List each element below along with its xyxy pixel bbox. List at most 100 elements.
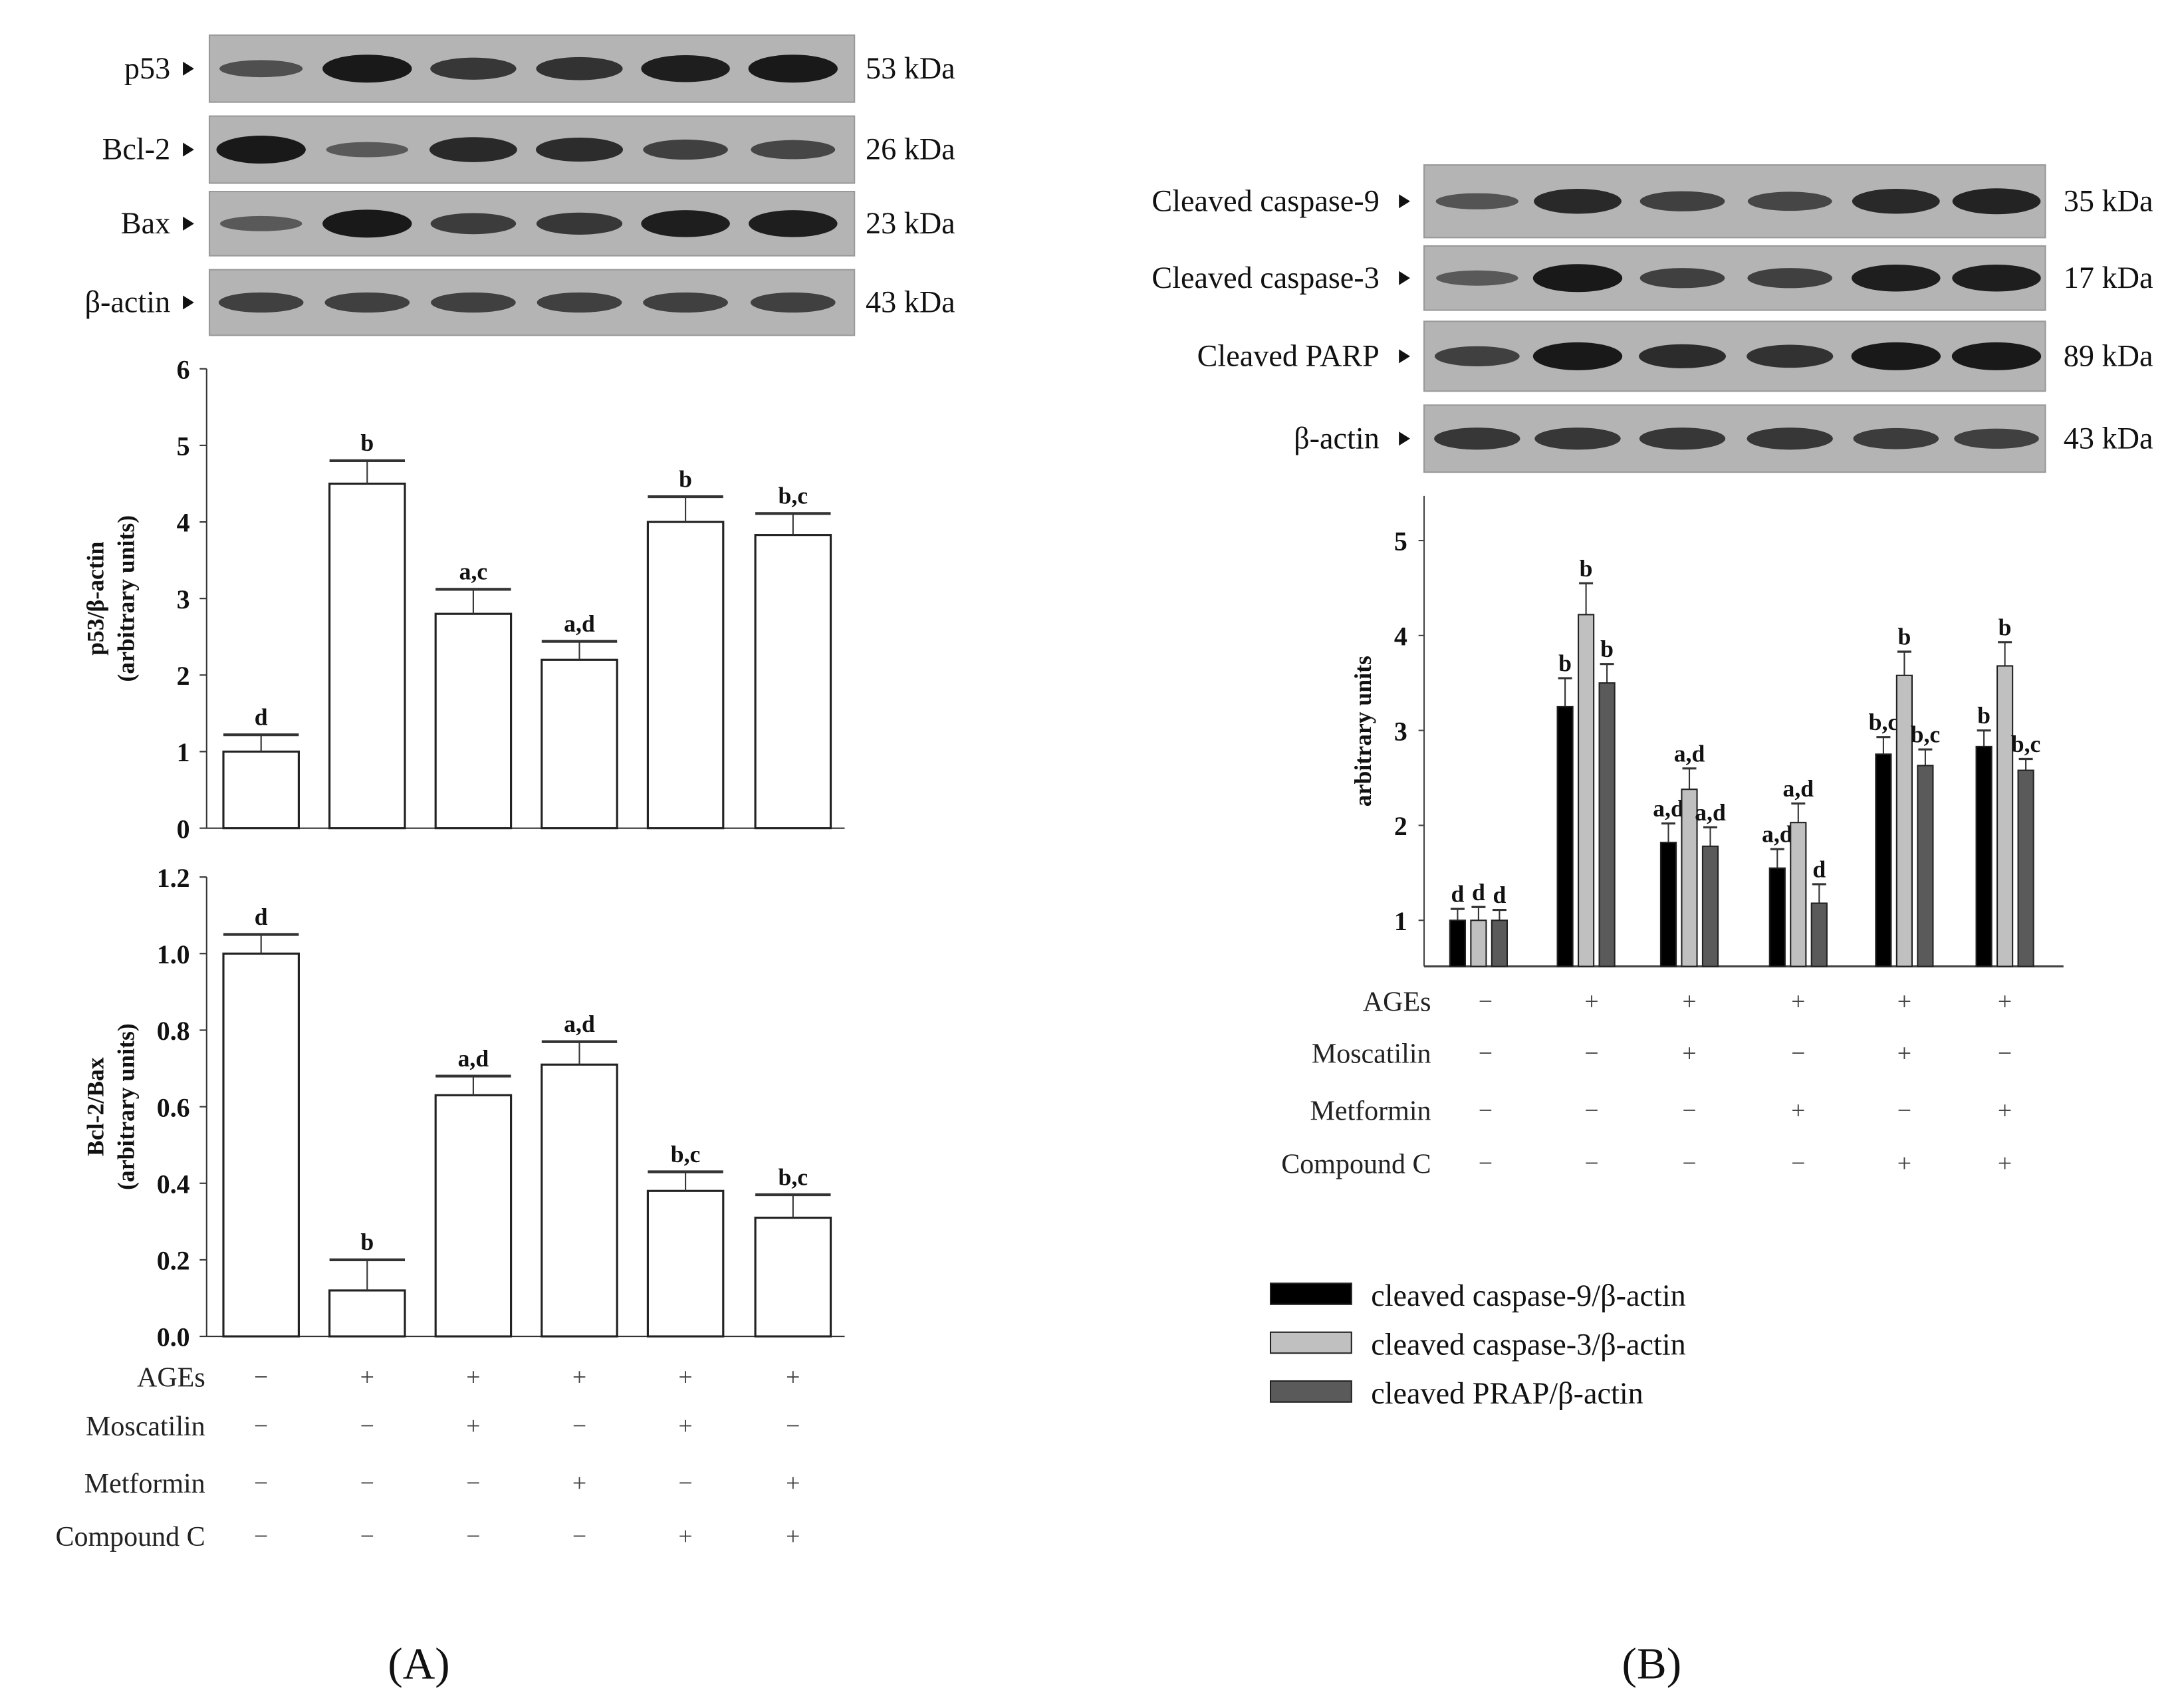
significance-label: a,d	[1674, 740, 1705, 767]
bar	[1470, 919, 1487, 967]
treatment-sign: −	[1682, 1150, 1696, 1177]
blot-band	[536, 57, 623, 80]
blot-band	[749, 210, 838, 237]
blot-band	[1852, 264, 1941, 292]
legend-label: cleaved caspase-9/β-actin	[1371, 1279, 1686, 1312]
blot-band	[641, 55, 730, 82]
y-tick-label: 5	[177, 431, 190, 461]
legend-swatch	[1269, 1282, 1352, 1305]
bar	[1598, 682, 1616, 967]
blot-band	[430, 213, 517, 235]
significance-label: d	[1812, 856, 1826, 882]
blot-strip	[1423, 404, 2046, 473]
y-tick-label: 6	[177, 354, 190, 384]
p53-bar-chart: 0 1 2 3 4 5 6 p53/β-actin (arbitrary units) d b a,c…	[82, 354, 845, 844]
blot-band	[1532, 342, 1623, 370]
treatment-sign: −	[1479, 988, 1493, 1016]
blot-strip	[1423, 164, 2046, 239]
treatment-label: AGEs	[1363, 987, 1431, 1018]
bar	[754, 534, 832, 830]
bar	[754, 1216, 832, 1338]
blot-band	[1747, 268, 1833, 289]
treatment-sign: −	[360, 1412, 374, 1440]
blot-label: Cleaved caspase-3	[1151, 261, 1379, 295]
blot-band	[1853, 427, 1939, 449]
treatment-sign: +	[572, 1364, 586, 1392]
treatment-sign: +	[1998, 1150, 2012, 1177]
y-tick-label: 0	[177, 814, 190, 844]
treatment-sign: −	[678, 1469, 692, 1497]
bar	[222, 750, 300, 830]
blot-band	[219, 215, 302, 231]
bar	[434, 612, 513, 830]
treatment-sign: −	[572, 1412, 586, 1440]
significance-label: b	[1897, 624, 1911, 650]
bar	[1681, 789, 1698, 967]
bar	[1701, 845, 1719, 967]
treatment-sign: −	[466, 1523, 480, 1550]
bar	[1491, 919, 1508, 967]
blot-band	[216, 136, 306, 164]
blot-band	[537, 292, 622, 313]
treatment-sign: −	[1584, 1150, 1598, 1177]
blot-band	[1435, 193, 1518, 209]
treatment-sign: +	[1897, 1039, 1911, 1067]
bar	[1895, 674, 1913, 967]
bar	[222, 952, 300, 1338]
treatment-sign: +	[1791, 1096, 1805, 1124]
blot-band	[1852, 188, 1940, 214]
significance-label: a,c	[459, 558, 488, 585]
blot-band	[429, 137, 517, 162]
arrow-icon	[183, 295, 194, 310]
treatment-sign: +	[466, 1364, 480, 1392]
blot-band	[1639, 191, 1725, 211]
bar	[1768, 867, 1786, 967]
blot-band	[1747, 191, 1832, 211]
treatment-sign: +	[786, 1469, 800, 1497]
treatment-sign: −	[254, 1523, 268, 1550]
significance-label: b	[1977, 702, 1991, 729]
blot-band	[1436, 270, 1518, 286]
bar	[1917, 765, 1934, 967]
treatment-label: Metformin	[84, 1469, 205, 1499]
blot-band	[1639, 268, 1725, 289]
y-tick-label: 0.2	[157, 1246, 190, 1276]
treatment-sign: +	[1682, 988, 1696, 1016]
arrow-icon	[1399, 194, 1410, 209]
blot-band	[643, 139, 728, 160]
treatment-sign: −	[1479, 1096, 1493, 1124]
y-tick-label: 0.8	[157, 1016, 190, 1046]
bar	[434, 1094, 513, 1338]
treatment-sign: +	[1998, 988, 2012, 1016]
treatment-sign: −	[1479, 1150, 1493, 1177]
treatment-label: Metformin	[1310, 1096, 1431, 1127]
treatment-label: Compound C	[1281, 1149, 1431, 1179]
blot-band	[1952, 188, 2041, 215]
western-blots-b: Cleaved caspase-9 35 kDa Cleaved caspase-3…	[1151, 164, 2153, 473]
treatment-sign: +	[1682, 1039, 1696, 1067]
significance-label: d	[1451, 881, 1464, 908]
treatment-label: AGEs	[137, 1363, 205, 1394]
blot-band	[322, 55, 412, 83]
bar	[1996, 665, 2014, 967]
kda-label: 17 kDa	[2064, 261, 2153, 295]
significance-label: b	[360, 429, 374, 456]
blot-label: Cleaved caspase-9	[1151, 183, 1379, 217]
significance-label: b,c	[2011, 731, 2041, 757]
significance-label: b	[1998, 614, 2012, 640]
y-tick-label: 1.2	[157, 863, 190, 893]
bar	[328, 482, 406, 830]
kda-label: 89 kDa	[2064, 339, 2153, 373]
arrow-icon	[1399, 349, 1410, 364]
y-tick-label: 2	[177, 661, 190, 691]
significance-label: b,c	[671, 1141, 701, 1167]
blot-strip	[208, 115, 856, 184]
blot-band	[1851, 342, 1941, 370]
blot-band	[751, 140, 836, 160]
treatment-label: Moscatilin	[1312, 1038, 1431, 1069]
arrow-icon	[183, 216, 194, 231]
y-tick-label: 4	[177, 508, 190, 538]
bar	[1578, 614, 1595, 967]
bar	[1810, 902, 1828, 967]
blot-band	[1639, 427, 1726, 450]
